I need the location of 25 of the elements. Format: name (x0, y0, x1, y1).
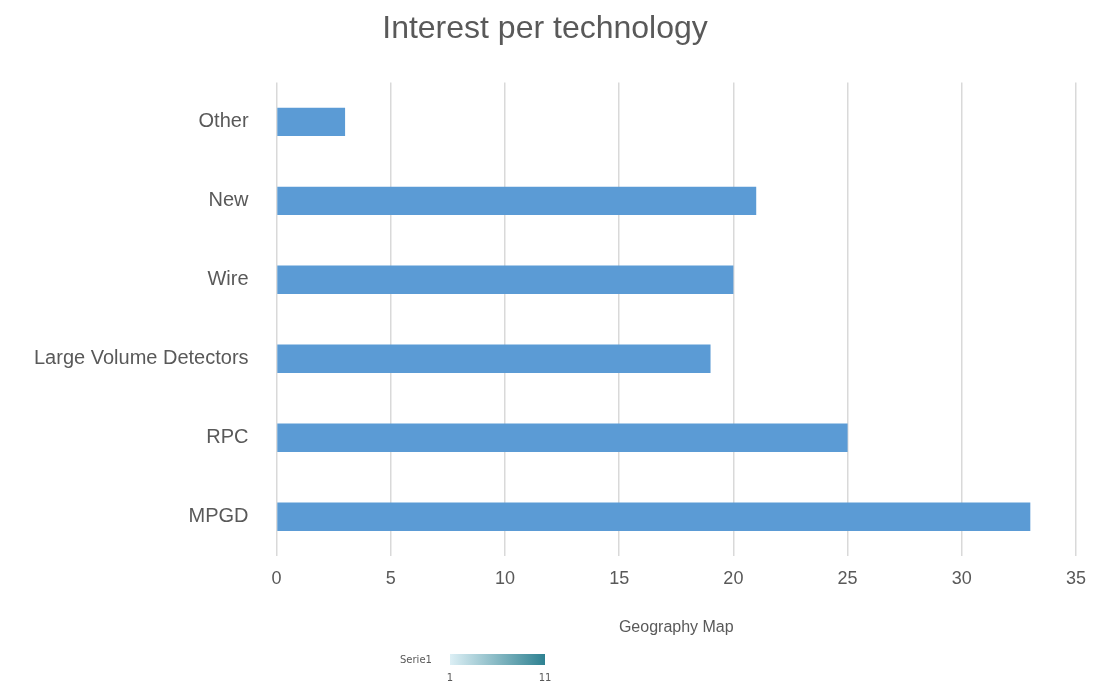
y-tick-label: Other (198, 109, 249, 132)
y-tick-label: New (208, 188, 250, 211)
bar (277, 186, 757, 216)
bar (277, 423, 848, 452)
x-tick-label: 10 (494, 567, 515, 588)
color-bar-title: Serie1 (400, 654, 432, 665)
y-tick-label: Large Volume Detectors (34, 346, 249, 369)
bar (277, 344, 711, 373)
y-tick-label: Wire (207, 267, 249, 290)
bar (277, 502, 1031, 531)
chart-title: Interest per technology (382, 9, 708, 46)
bar (277, 265, 734, 295)
y-tick-label: RPC (206, 425, 249, 448)
x-tick-label: 30 (951, 567, 972, 588)
x-tick-label: 35 (1065, 567, 1087, 588)
color-bar-label: 11 (538, 672, 552, 683)
x-tick-label: 15 (609, 567, 630, 588)
x-tick-label: 5 (385, 567, 396, 588)
bar (277, 107, 346, 137)
x-axis-title: Geography Map (618, 617, 734, 635)
color-bar-label: 1 (446, 672, 454, 683)
x-tick-label: 25 (837, 567, 858, 588)
y-tick-label: MPGD (188, 504, 249, 527)
x-tick-label: 20 (723, 567, 744, 588)
x-tick-label: 0 (271, 567, 282, 588)
